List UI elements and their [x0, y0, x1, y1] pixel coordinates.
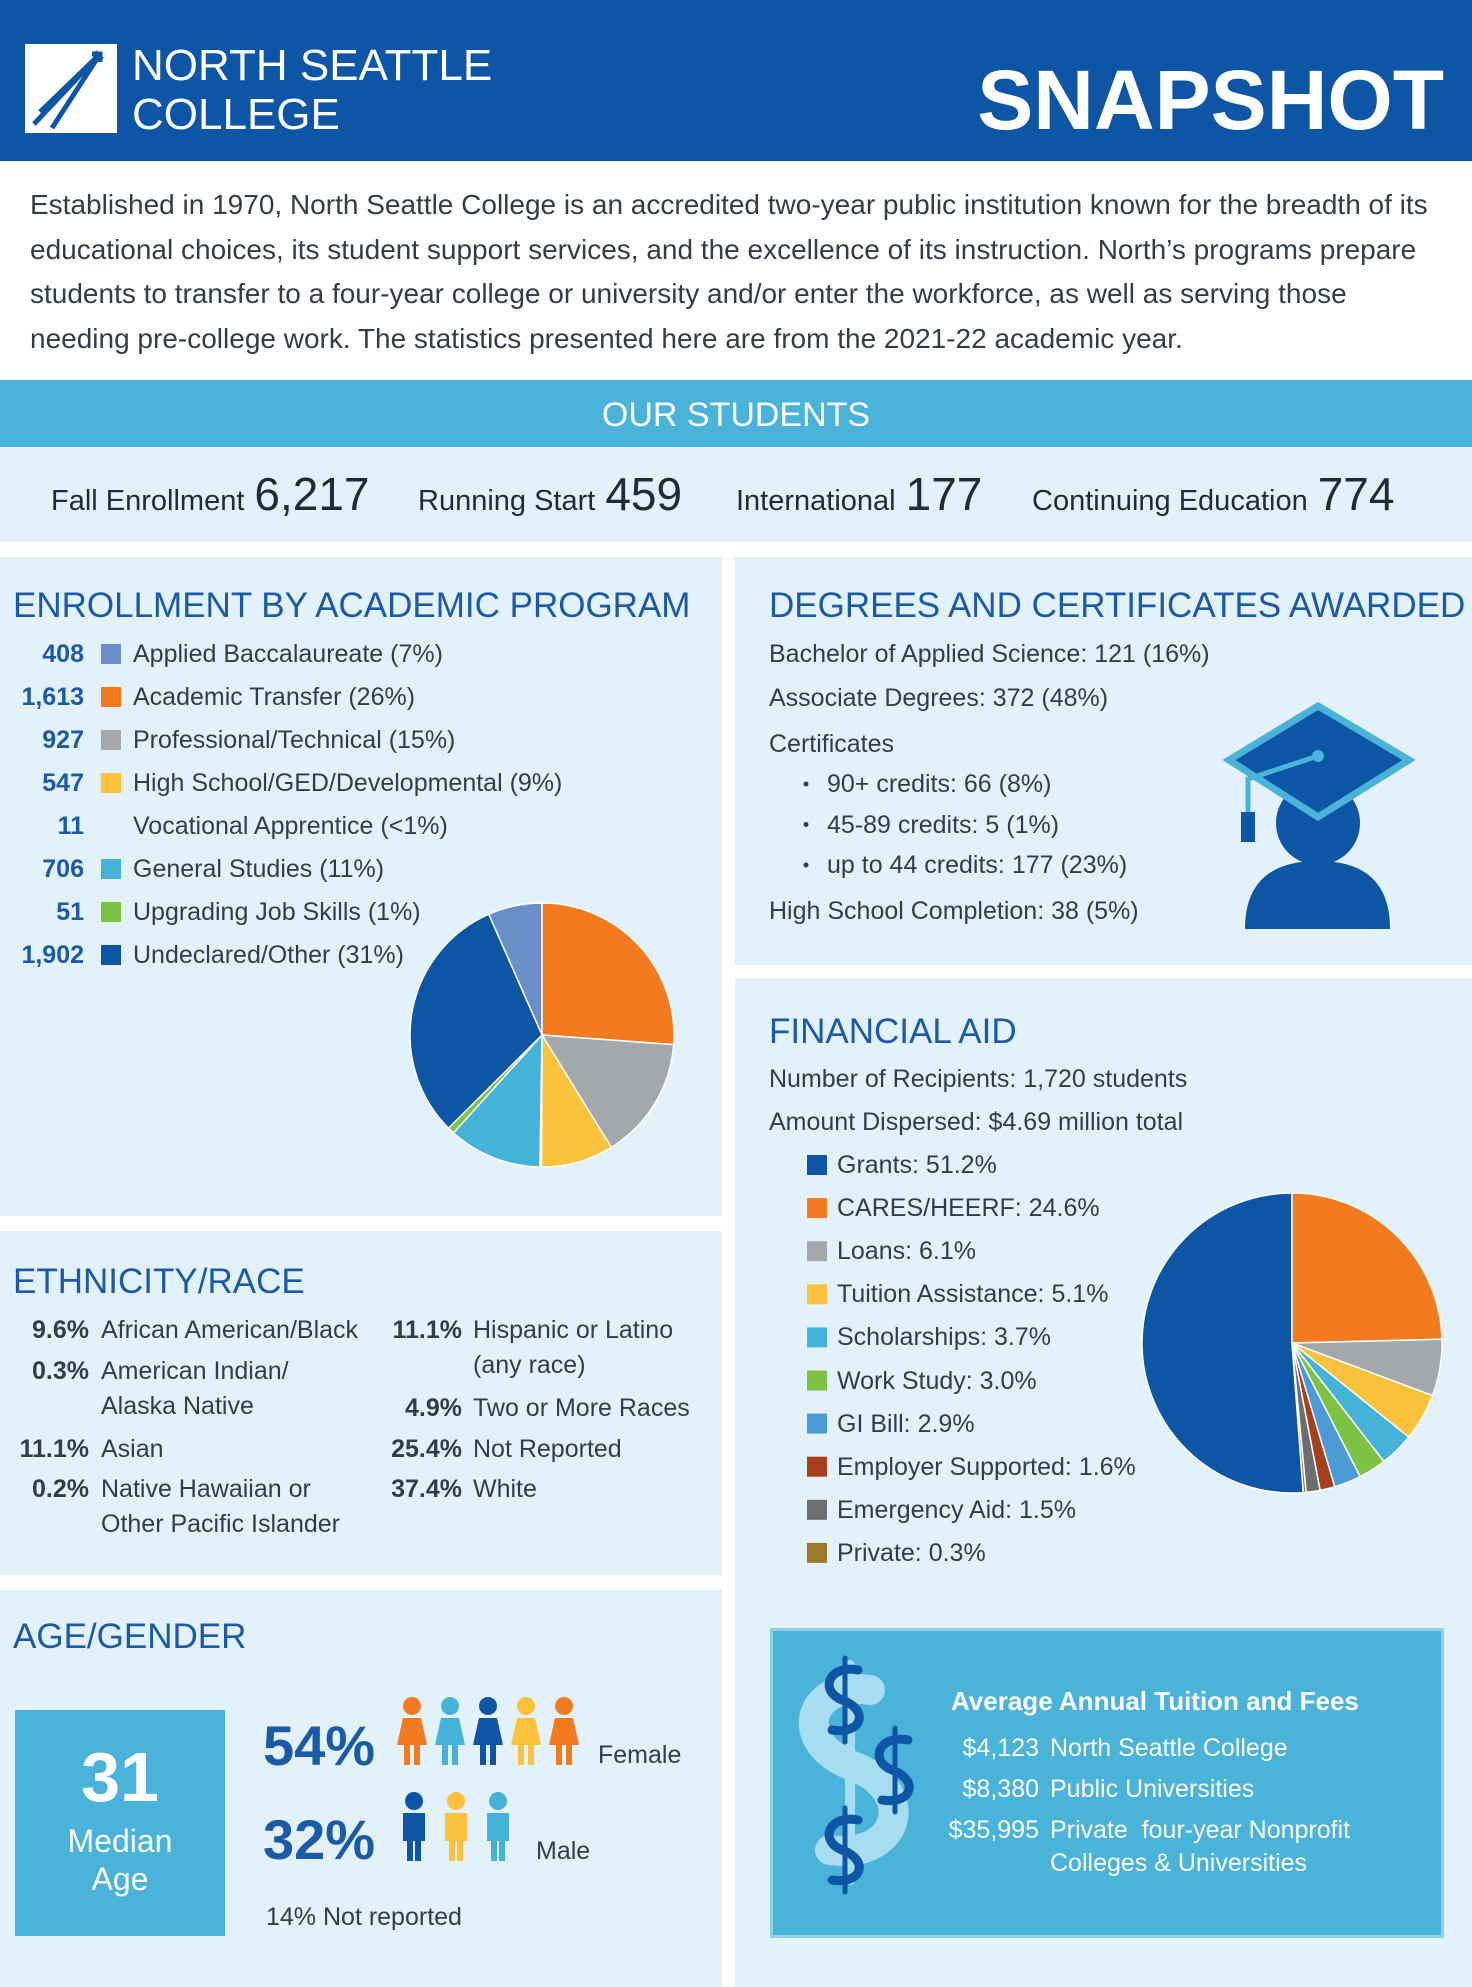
degree-line: Bachelor of Applied Science: 121 (16%) — [769, 640, 1210, 668]
ethnicity-pct: 9.6% — [32, 1316, 89, 1344]
legend-label: Academic Transfer (26%) — [133, 683, 416, 711]
stat-label: Running Start — [418, 485, 596, 517]
male-label: Male — [536, 1837, 591, 1865]
degree-line: Associate Degrees: 372 (48%) — [769, 684, 1109, 712]
legend-label: Professional/Technical (15%) — [133, 726, 456, 754]
legend-label: General Studies (11%) — [133, 855, 385, 883]
logo-line: NORTH SEATTLE — [132, 41, 493, 90]
tuition-amount: $4,123 — [962, 1734, 1039, 1762]
legend-label: Emergency Aid: 1.5% — [837, 1495, 1077, 1524]
male-pct: 32% — [263, 1808, 376, 1871]
ethnicity-label: Two or More Races — [473, 1394, 690, 1422]
degree-line: up to 44 credits: 177 (23%) — [827, 851, 1128, 879]
ethnicity-pct: 37.4% — [391, 1475, 462, 1503]
legend-label: Loans: 6.1% — [837, 1237, 976, 1266]
tuition-amount: $8,380 — [962, 1775, 1039, 1803]
median-value: 31 — [81, 1738, 159, 1816]
ethnicity-label: Native Hawaiian or — [101, 1475, 311, 1503]
section-title: ENROLLMENT BY ACADEMIC PROGRAM — [13, 586, 691, 625]
legend-label: Tuition Assistance: 5.1% — [837, 1280, 1109, 1309]
count: 1,613 — [21, 683, 84, 711]
median-label: Median — [67, 1823, 173, 1859]
ethnicity-label: Hispanic or Latino — [473, 1316, 674, 1344]
stat-label: Continuing Education — [1032, 485, 1308, 517]
degree-line: 45-89 credits: 5 (1%) — [827, 810, 1060, 839]
section-title: FINANCIAL AID — [769, 1012, 1017, 1051]
degree-line: 90+ credits: 66 (8%) — [827, 770, 1052, 798]
degree-line: Number of Recipients: 1,720 students — [769, 1065, 1188, 1093]
ethnicity-label: Other Pacific Islander — [101, 1510, 340, 1538]
students-band — [0, 380, 1472, 447]
ethnicity-label: Asian — [101, 1434, 164, 1463]
legend-label: GI Bill: 2.9% — [837, 1409, 975, 1438]
count: 547 — [42, 769, 84, 797]
legend-label: Applied Baccalaureate (7%) — [133, 640, 443, 668]
ethnicity-label: White — [473, 1475, 537, 1503]
degree-line: Certificates — [769, 730, 895, 758]
stat-label: Fall Enrollment — [51, 485, 245, 517]
legend-label: Upgrading Job Skills (1%) — [133, 898, 421, 926]
legend-label: Employer Supported: 1.6% — [837, 1452, 1136, 1481]
stat-value: 6,217 — [254, 468, 370, 520]
ethnicity-pct: 0.2% — [32, 1475, 89, 1503]
legend-label: Work Study: 3.0% — [837, 1366, 1037, 1395]
stat: Running Start 459 — [418, 469, 682, 519]
stat: International 177 — [736, 469, 982, 519]
stat-value: 774 — [1317, 468, 1395, 520]
ethnicity-pct: 25.4% — [391, 1434, 462, 1463]
stat-value: 459 — [605, 468, 683, 520]
intro-text: Established in 1970, North Seattle Colle… — [30, 189, 1428, 354]
stat: Fall Enrollment 6,217 — [51, 469, 370, 519]
female-label: Female — [598, 1741, 682, 1769]
section-title: AGE/GENDER — [13, 1617, 247, 1656]
logo-line: COLLEGE — [132, 90, 340, 139]
ethnicity-label: American Indian/ — [101, 1356, 289, 1385]
median-box — [15, 1710, 225, 1936]
count: 927 — [42, 726, 84, 754]
count: 408 — [42, 640, 84, 668]
legend-label: Vocational Apprentice (<1%) — [133, 812, 448, 840]
tuition-label: Public Universities — [1050, 1775, 1255, 1803]
legend-label: Grants: 51.2% — [837, 1151, 997, 1179]
count: 1,902 — [21, 941, 84, 969]
ethnicity-pct: 11.1% — [19, 1434, 89, 1463]
count: 11 — [57, 812, 84, 840]
section-title: ETHNICITY/RACE — [13, 1262, 305, 1301]
degree-line: Amount Dispersed: $4.69 million total — [769, 1108, 1184, 1136]
tuition-label: Private four-year Nonprofit — [1050, 1816, 1351, 1844]
header-band — [0, 0, 1472, 161]
page-title: SNAPSHOT — [977, 53, 1444, 147]
ethnicity-pct: 0.3% — [32, 1356, 89, 1385]
stats-panel — [0, 447, 1472, 542]
ethnicity-label: Alaska Native — [101, 1391, 254, 1420]
female-pct: 54% — [263, 1714, 376, 1777]
ethnicity-label: Not Reported — [473, 1434, 622, 1463]
legend-label: Undeclared/Other (31%) — [133, 941, 404, 969]
section-title: OUR STUDENTS — [601, 396, 871, 434]
ethnicity-pct: 4.9% — [405, 1394, 462, 1422]
median-label: Age — [91, 1861, 149, 1897]
not-reported: 14% Not reported — [266, 1903, 462, 1931]
legend-label: High School/GED/Developmental (9%) — [133, 769, 563, 797]
tuition-label: North Seattle College — [1050, 1734, 1288, 1762]
legend-label: CARES/HEERF: 24.6% — [837, 1194, 1100, 1223]
section-title: DEGREES AND CERTIFICATES AWARDED — [769, 586, 1466, 625]
count: 706 — [42, 855, 84, 883]
count: 51 — [56, 898, 84, 926]
ethnicity-panel — [0, 1231, 722, 1575]
stat-label: International — [736, 485, 896, 517]
stat-value: 177 — [905, 468, 983, 520]
stat: Continuing Education 774 — [1032, 469, 1394, 519]
legend-label: Scholarships: 3.7% — [837, 1323, 1052, 1352]
degree-line: High School Completion: 38 (5%) — [769, 897, 1139, 925]
legend-label: Private: 0.3% — [837, 1538, 986, 1567]
ethnicity-label: (any race) — [473, 1351, 586, 1379]
ethnicity-pct: 11.1% — [392, 1316, 462, 1344]
tuition-title: Average Annual Tuition and Fees — [951, 1686, 1359, 1716]
tuition-label: Colleges & Universities — [1050, 1849, 1308, 1877]
ethnicity-label: African American/Black — [101, 1316, 359, 1344]
tuition-amount: $35,995 — [948, 1816, 1039, 1844]
